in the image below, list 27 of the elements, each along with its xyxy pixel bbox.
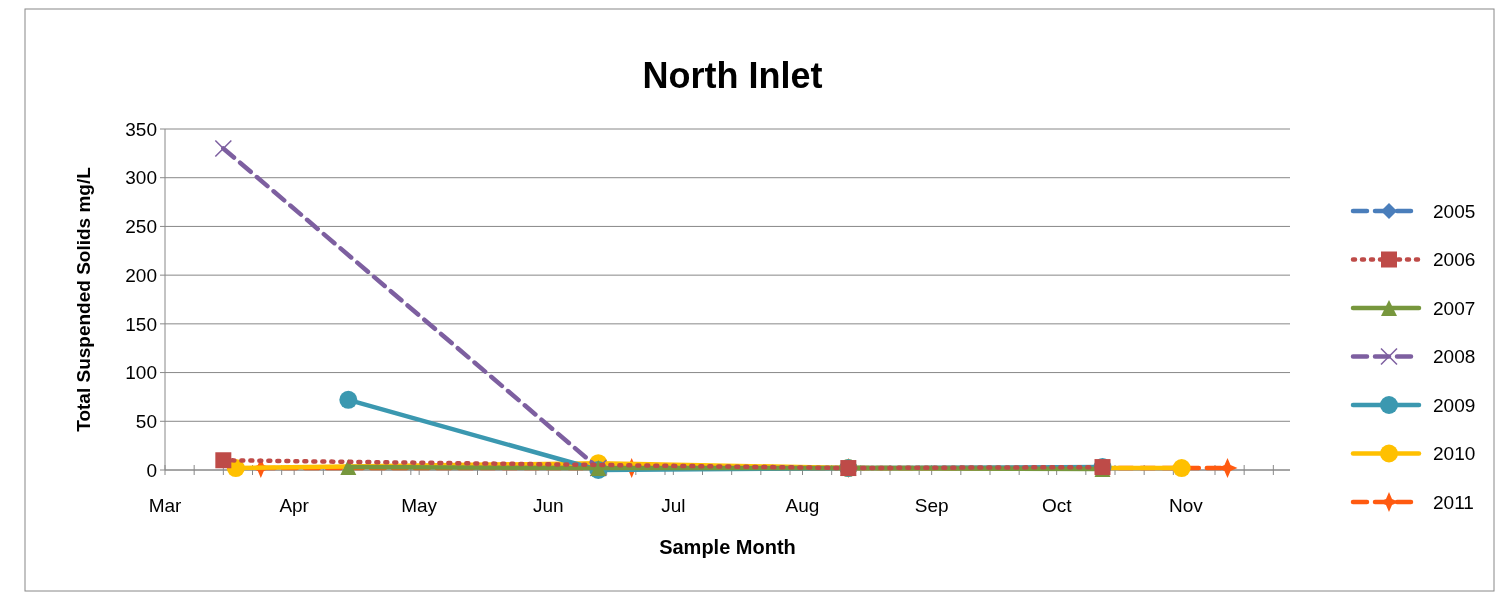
x-tick-label: Sep: [914, 495, 949, 516]
y-tick-label: 0: [146, 459, 157, 481]
chart-title: North Inlet: [642, 55, 823, 96]
legend-label: 2007: [1433, 297, 1476, 319]
legend-label: 2008: [1433, 346, 1476, 368]
y-tick-label: 350: [125, 118, 157, 140]
legend-label: 2010: [1433, 443, 1476, 465]
y-axis-title: Total Suspended Solids mg/L: [73, 166, 94, 432]
y-tick-label: 100: [125, 362, 157, 384]
x-tick-label: Jun: [533, 495, 564, 516]
legend-label: 2006: [1433, 249, 1476, 271]
x-tick-label: Aug: [785, 495, 820, 516]
x-tick-label: May: [401, 495, 438, 516]
legend-label: 2011: [1433, 491, 1474, 513]
x-tick-label: Mar: [148, 495, 183, 516]
x-tick-label: Jul: [661, 495, 686, 516]
legend-label: 2009: [1433, 394, 1476, 416]
legend-label: 2005: [1433, 200, 1476, 222]
x-axis-title: Sample Month: [659, 536, 796, 558]
y-tick-label: 50: [135, 410, 157, 432]
y-tick-label: 200: [125, 264, 157, 286]
y-tick-label: 250: [125, 216, 157, 238]
y-tick-label: 300: [125, 167, 157, 189]
x-tick-label: Apr: [279, 495, 310, 516]
x-tick-label: Nov: [1168, 495, 1204, 516]
x-tick-label: Oct: [1041, 495, 1073, 516]
y-tick-label: 150: [125, 313, 157, 335]
